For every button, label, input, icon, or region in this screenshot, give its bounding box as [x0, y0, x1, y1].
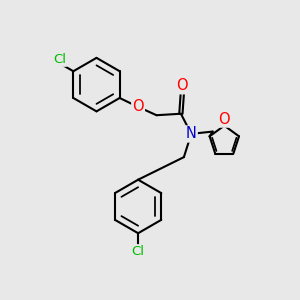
Text: Cl: Cl [53, 53, 66, 66]
Text: Cl: Cl [132, 245, 145, 258]
Text: O: O [132, 99, 144, 114]
Text: O: O [177, 78, 188, 93]
Text: N: N [186, 127, 197, 142]
Text: O: O [218, 112, 230, 127]
